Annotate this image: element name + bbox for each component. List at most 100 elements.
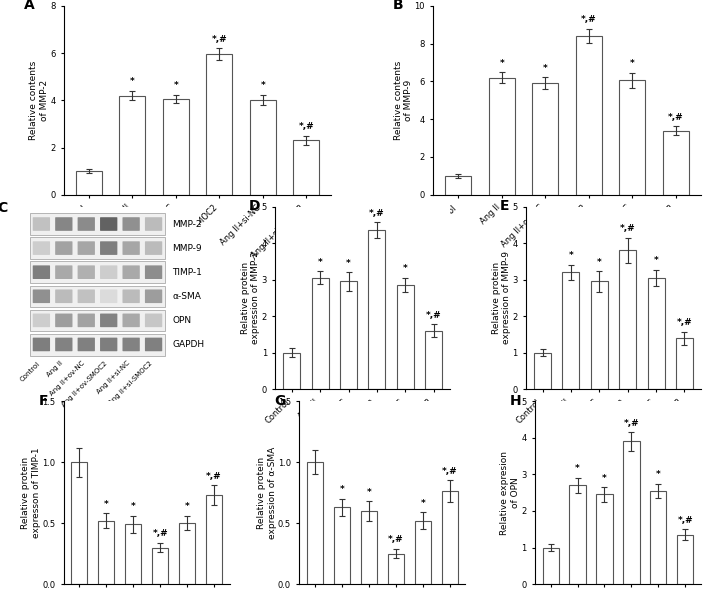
Text: *: * [421, 499, 425, 507]
Bar [307, 462, 323, 584]
Bar [445, 176, 472, 195]
Y-axis label: Relative protein
expresson of TIMP-1: Relative protein expresson of TIMP-1 [21, 447, 41, 538]
Bar [206, 54, 232, 195]
Text: C: C [0, 201, 8, 215]
Y-axis label: Relative protein
expression of MMP-2: Relative protein expression of MMP-2 [241, 251, 261, 345]
Text: *,#: *,# [212, 35, 227, 44]
Bar [562, 273, 579, 389]
FancyBboxPatch shape [100, 241, 118, 255]
Text: *: * [602, 474, 607, 483]
Bar [542, 548, 559, 584]
Bar [576, 36, 602, 195]
Y-axis label: Relative protein
expression of MMP-9: Relative protein expression of MMP-9 [491, 251, 511, 345]
Text: *: * [318, 258, 323, 267]
Bar [361, 511, 377, 584]
FancyBboxPatch shape [122, 217, 139, 231]
Bar [569, 486, 586, 584]
Bar [534, 353, 551, 389]
Text: *: * [346, 259, 351, 268]
Bar [648, 278, 665, 389]
Text: *,#: *,# [388, 535, 404, 544]
Text: F: F [39, 394, 48, 408]
Text: *,#: *,# [442, 467, 457, 476]
Bar [340, 281, 357, 389]
FancyBboxPatch shape [100, 266, 118, 279]
Text: *: * [630, 59, 634, 68]
Text: H: H [510, 394, 522, 408]
Text: *: * [656, 470, 661, 479]
Y-axis label: Relative contents
of MMP-9: Relative contents of MMP-9 [394, 61, 413, 140]
Text: *: * [569, 251, 573, 260]
Text: *: * [340, 485, 344, 494]
Bar [76, 171, 102, 195]
Text: MMP-2: MMP-2 [173, 219, 202, 228]
Bar [663, 130, 689, 195]
Text: *: * [173, 81, 178, 90]
Bar [620, 80, 645, 195]
FancyBboxPatch shape [100, 337, 118, 351]
Text: *: * [597, 258, 602, 267]
Bar [532, 83, 559, 195]
Bar [396, 285, 414, 389]
Bar [206, 495, 222, 584]
Text: *: * [499, 58, 504, 68]
Text: E: E [500, 199, 509, 213]
Text: *,#: *,# [426, 311, 442, 320]
FancyBboxPatch shape [33, 241, 50, 255]
Text: *,#: *,# [668, 113, 683, 122]
FancyBboxPatch shape [100, 290, 118, 303]
Text: Control: Control [19, 360, 41, 382]
Text: *,#: *,# [152, 529, 168, 538]
Bar [98, 521, 115, 584]
Text: TIMP-1: TIMP-1 [173, 268, 202, 277]
Text: *: * [130, 77, 135, 86]
Bar [283, 353, 300, 389]
FancyBboxPatch shape [55, 337, 72, 351]
Bar [30, 286, 165, 307]
Bar [30, 334, 165, 356]
Bar [72, 462, 87, 584]
FancyBboxPatch shape [33, 290, 50, 303]
Bar [650, 491, 666, 584]
FancyBboxPatch shape [145, 217, 162, 231]
FancyBboxPatch shape [78, 313, 95, 327]
Bar [250, 100, 276, 195]
Text: Ang II+si-NC: Ang II+si-NC [96, 360, 131, 395]
Bar [442, 491, 458, 584]
Text: *,#: *,# [620, 224, 636, 233]
Bar [334, 507, 350, 584]
Text: Ang II+si-SMOC2: Ang II+si-SMOC2 [108, 360, 154, 406]
Text: *: * [575, 464, 580, 473]
Bar [623, 441, 639, 584]
FancyBboxPatch shape [145, 266, 162, 279]
FancyBboxPatch shape [78, 266, 95, 279]
FancyBboxPatch shape [122, 337, 139, 351]
FancyBboxPatch shape [78, 290, 95, 303]
Y-axis label: Relative expresion
of OPN: Relative expresion of OPN [501, 451, 520, 535]
FancyBboxPatch shape [55, 266, 72, 279]
Bar [590, 281, 607, 389]
Bar [678, 535, 693, 584]
Text: *: * [104, 500, 108, 509]
Text: *,#: *,# [624, 419, 639, 428]
Text: Ang II+ov-SMOC2: Ang II+ov-SMOC2 [61, 360, 109, 408]
Text: *: * [185, 502, 190, 512]
Y-axis label: Relative protein
expression of α-SMA: Relative protein expression of α-SMA [257, 447, 277, 539]
FancyBboxPatch shape [55, 290, 72, 303]
Text: *: * [653, 256, 658, 266]
Bar [312, 278, 329, 389]
FancyBboxPatch shape [122, 290, 139, 303]
Text: *,#: *,# [206, 472, 222, 481]
Text: *,#: *,# [299, 123, 314, 132]
Bar [620, 250, 636, 389]
Text: *: * [131, 502, 136, 512]
FancyBboxPatch shape [100, 217, 118, 231]
Bar [30, 261, 165, 283]
Text: *,#: *,# [369, 209, 384, 218]
Bar [368, 230, 385, 389]
Bar [30, 213, 165, 235]
FancyBboxPatch shape [33, 266, 50, 279]
Bar [293, 140, 319, 195]
Bar [163, 99, 189, 195]
Text: *,#: *,# [581, 15, 597, 24]
